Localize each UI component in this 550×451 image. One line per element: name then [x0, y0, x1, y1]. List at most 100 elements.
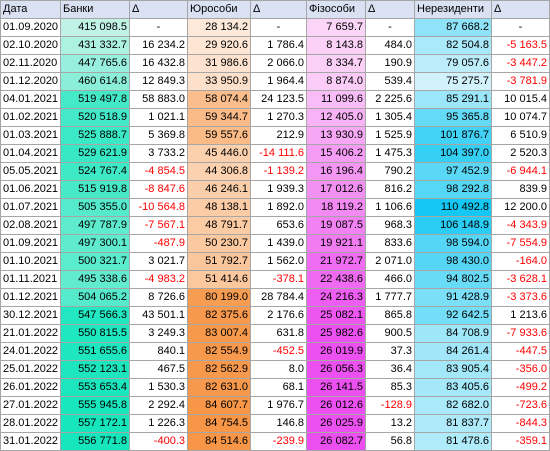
cell-individuals[interactable]: 26 141.5 [306, 378, 366, 397]
cell-legal-entities-delta[interactable]: 28 784.4 [250, 288, 307, 307]
cell-individuals[interactable]: 11 099.6 [306, 90, 366, 109]
cell-legal-entities[interactable]: 51 414.6 [187, 270, 251, 289]
cell-nonresidents[interactable]: 110 492.8 [414, 198, 492, 217]
cell-banks[interactable]: 557 172.1 [60, 414, 130, 433]
cell-individuals-delta[interactable]: 190.9 [365, 54, 415, 73]
cell-legal-entities[interactable]: 28 134.2 [187, 18, 251, 37]
cell-nonresidents[interactable]: 83 905.4 [414, 360, 492, 379]
cell-banks[interactable]: 529 621.9 [60, 144, 130, 163]
cell-legal-entities-delta[interactable]: 1 939.3 [250, 180, 307, 199]
cell-legal-entities[interactable]: 33 950.9 [187, 72, 251, 91]
cell-individuals-delta[interactable]: -128.9 [365, 396, 415, 415]
cell-nonresidents[interactable]: 75 275.7 [414, 72, 492, 91]
cell-individuals[interactable]: 13 930.9 [306, 126, 366, 145]
cell-banks-delta[interactable]: 8 726.6 [129, 288, 188, 307]
cell-individuals[interactable]: 21 972.7 [306, 252, 366, 271]
cell-legal-entities-delta[interactable]: -239.9 [250, 432, 307, 451]
cell-banks[interactable]: 504 065.2 [60, 288, 130, 307]
cell-banks[interactable]: 524 767.4 [60, 162, 130, 181]
cell-banks-delta[interactable]: 3 021.7 [129, 252, 188, 271]
cell-nonresidents[interactable]: 94 802.5 [414, 270, 492, 289]
cell-individuals-delta[interactable]: 466.0 [365, 270, 415, 289]
cell-individuals[interactable]: 18 119.2 [306, 198, 366, 217]
cell-nonresidents[interactable]: 101 876.7 [414, 126, 492, 145]
cell-banks-delta[interactable]: 1 021.1 [129, 108, 188, 127]
cell-banks[interactable]: 447 765.6 [60, 54, 130, 73]
cell-date[interactable]: 01.12.2020 [0, 72, 61, 91]
cell-banks-delta[interactable]: 16 432.8 [129, 54, 188, 73]
cell-legal-entities[interactable]: 45 446.0 [187, 144, 251, 163]
cell-legal-entities[interactable]: 58 074.4 [187, 90, 251, 109]
cell-nonresidents[interactable]: 91 428.9 [414, 288, 492, 307]
cell-date[interactable]: 01.09.2020 [0, 18, 61, 37]
cell-individuals[interactable]: 26 012.6 [306, 396, 366, 415]
cell-banks-delta[interactable]: - [129, 18, 188, 37]
cell-nonresidents-delta[interactable]: 10 015.4 [491, 90, 550, 109]
cell-nonresidents[interactable]: 98 430.0 [414, 252, 492, 271]
cell-nonresidents-delta[interactable]: -844.3 [491, 414, 550, 433]
cell-individuals[interactable]: 8 334.7 [306, 54, 366, 73]
cell-banks[interactable]: 415 098.5 [60, 18, 130, 37]
cell-banks-delta[interactable]: -400.3 [129, 432, 188, 451]
cell-nonresidents-delta[interactable]: -3 373.6 [491, 288, 550, 307]
cell-legal-entities-delta[interactable]: 1 892.0 [250, 198, 307, 217]
cell-individuals-delta[interactable]: 539.4 [365, 72, 415, 91]
cell-date[interactable]: 01.11.2021 [0, 270, 61, 289]
cell-nonresidents[interactable]: 98 594.0 [414, 234, 492, 253]
cell-individuals[interactable]: 19 921.1 [306, 234, 366, 253]
cell-individuals[interactable]: 26 056.3 [306, 360, 366, 379]
cell-nonresidents-delta[interactable]: 10 074.7 [491, 108, 550, 127]
cell-legal-entities-delta[interactable]: 631.8 [250, 324, 307, 343]
cell-individuals-delta[interactable]: 833.6 [365, 234, 415, 253]
cell-date[interactable]: 25.01.2022 [0, 360, 61, 379]
cell-legal-entities[interactable]: 50 230.7 [187, 234, 251, 253]
cell-nonresidents-delta[interactable]: 2 520.3 [491, 144, 550, 163]
cell-banks-delta[interactable]: 1 530.3 [129, 378, 188, 397]
cell-legal-entities-delta[interactable]: 1 439.0 [250, 234, 307, 253]
cell-nonresidents[interactable]: 98 292.8 [414, 180, 492, 199]
cell-nonresidents[interactable]: 79 057.6 [414, 54, 492, 73]
cell-nonresidents-delta[interactable]: -3 447.2 [491, 54, 550, 73]
cell-legal-entities-delta[interactable]: 1 964.4 [250, 72, 307, 91]
cell-date[interactable]: 01.04.2021 [0, 144, 61, 163]
cell-date[interactable]: 01.12.2021 [0, 288, 61, 307]
cell-individuals-delta[interactable]: 56.8 [365, 432, 415, 451]
cell-date[interactable]: 01.02.2021 [0, 108, 61, 127]
cell-legal-entities[interactable]: 44 306.8 [187, 162, 251, 181]
cell-nonresidents-delta[interactable]: - [491, 18, 550, 37]
cell-nonresidents-delta[interactable]: 1 213.6 [491, 306, 550, 325]
header-nonresidents-delta[interactable]: Δ [491, 0, 550, 19]
cell-banks-delta[interactable]: 58 883.0 [129, 90, 188, 109]
cell-legal-entities[interactable]: 29 920.6 [187, 36, 251, 55]
cell-individuals[interactable]: 26 025.9 [306, 414, 366, 433]
cell-nonresidents-delta[interactable]: -356.0 [491, 360, 550, 379]
cell-individuals[interactable]: 16 196.4 [306, 162, 366, 181]
cell-nonresidents[interactable]: 82 682.0 [414, 396, 492, 415]
cell-individuals-delta[interactable]: 1 777.7 [365, 288, 415, 307]
cell-date[interactable]: 02.10.2020 [0, 36, 61, 55]
cell-banks-delta[interactable]: 43 501.1 [129, 306, 188, 325]
cell-banks[interactable]: 497 787.9 [60, 216, 130, 235]
cell-nonresidents-delta[interactable]: -447.5 [491, 342, 550, 361]
header-banks[interactable]: Банки [60, 0, 130, 19]
cell-individuals-delta[interactable]: 37.3 [365, 342, 415, 361]
cell-nonresidents-delta[interactable]: 12 200.0 [491, 198, 550, 217]
cell-date[interactable]: 01.10.2021 [0, 252, 61, 271]
cell-nonresidents-delta[interactable]: -4 343.9 [491, 216, 550, 235]
cell-individuals-delta[interactable]: 2 225.6 [365, 90, 415, 109]
cell-individuals[interactable]: 25 982.6 [306, 324, 366, 343]
header-banks-delta[interactable]: Δ [129, 0, 188, 19]
cell-legal-entities-delta[interactable]: - [250, 18, 307, 37]
cell-date[interactable]: 21.01.2022 [0, 324, 61, 343]
cell-legal-entities[interactable]: 46 246.1 [187, 180, 251, 199]
cell-individuals-delta[interactable]: 85.3 [365, 378, 415, 397]
cell-nonresidents[interactable]: 82 504.8 [414, 36, 492, 55]
cell-date[interactable]: 27.01.2022 [0, 396, 61, 415]
cell-banks[interactable]: 520 518.9 [60, 108, 130, 127]
cell-nonresidents-delta[interactable]: -3 628.1 [491, 270, 550, 289]
cell-nonresidents[interactable]: 95 365.8 [414, 108, 492, 127]
cell-banks-delta[interactable]: 840.1 [129, 342, 188, 361]
header-legal-entities[interactable]: Юрособи [187, 0, 251, 19]
cell-legal-entities-delta[interactable]: 68.1 [250, 378, 307, 397]
cell-legal-entities-delta[interactable]: 146.8 [250, 414, 307, 433]
